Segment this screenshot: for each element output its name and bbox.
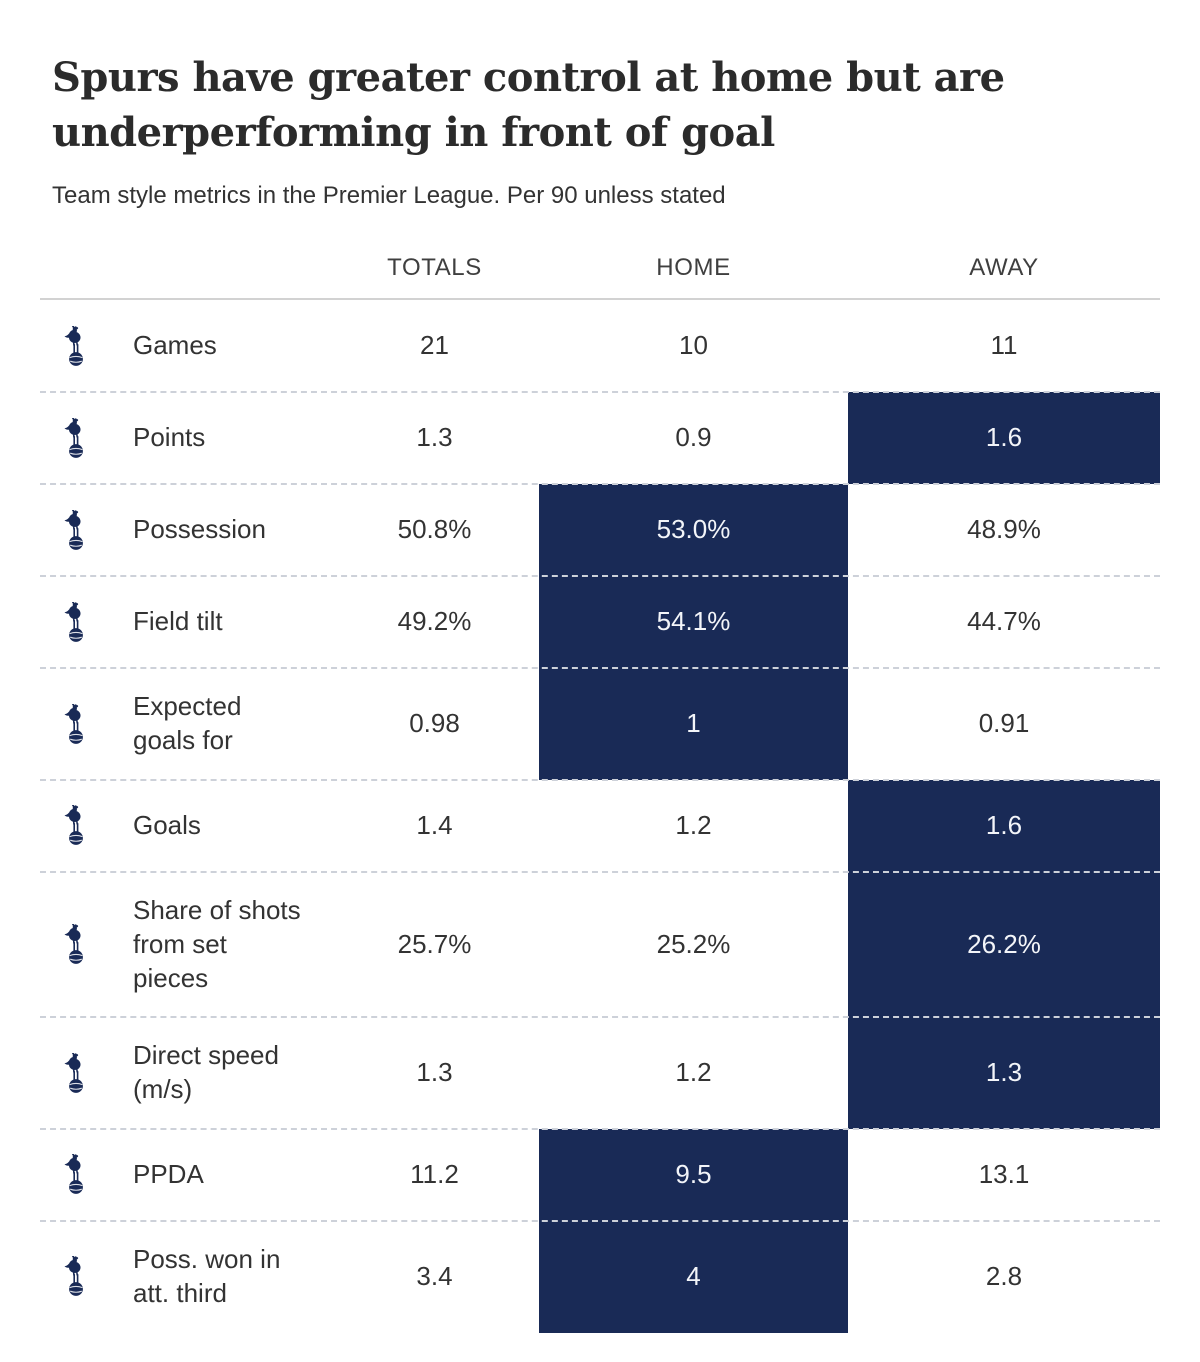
spurs-crest-icon [40,1017,112,1129]
spurs-crest-icon [40,484,112,576]
row-label: Goals [133,810,201,841]
column-header-away: AWAY [969,254,1039,282]
page-subtitle: Team style metrics in the Premier League… [52,182,726,210]
table-row: Poss. won in att. third 3.4 4 2.8 [40,1219,1160,1333]
table-row: Field tilt 49.2% 54.1% 44.7% [40,575,1160,669]
cell-home: 1 [539,668,848,780]
column-header-totals: TOTALS [387,254,482,282]
row-label: Field tilt [133,606,223,637]
header-spacer-label-col [112,254,330,282]
cell-away: 2.8 [985,1260,1023,1291]
cell-totals: 1.3 [416,422,453,453]
row-label: Expected goals for [133,691,242,756]
table-row: Direct speed (m/s) 1.3 1.2 1.3 [40,1016,1160,1129]
cell-totals: 1.3 [416,1057,453,1088]
spurs-crest-icon [40,872,112,1017]
table-header-row: TOTALS HOME AWAY [40,234,1160,301]
cell-home: 9.5 [539,1128,848,1221]
row-label: PPDA [133,1159,204,1190]
cell-totals: 3.4 [416,1260,453,1291]
cell-away: 1.6 [848,779,1160,872]
cell-away: 44.7% [967,606,1041,637]
cell-home: 54.1% [539,576,848,669]
cell-home: 4 [539,1220,848,1333]
cell-away: 1.6 [848,392,1160,485]
row-label: Possession [133,514,266,545]
table-row: Points 1.3 0.9 1.6 [40,391,1160,485]
cell-away: 0.91 [978,708,1030,739]
spurs-crest-icon [40,392,112,484]
table-row: Expected goals for 0.98 1 0.91 [40,667,1160,780]
cell-home: 25.2% [656,928,731,959]
row-label: Poss. won in att. third [133,1243,281,1308]
row-label: Points [133,422,206,453]
spurs-crest-icon [40,1129,112,1221]
table-row: PPDA 11.2 9.5 13.1 [40,1127,1160,1221]
spurs-crest-icon [40,300,112,392]
page-title: Spurs have greater control at home but a… [52,54,1005,157]
spurs-crest-icon [40,668,112,780]
table-row: Share of shots from set pieces 25.7% 25.… [40,870,1160,1018]
cell-totals: 0.98 [409,708,460,739]
cell-home: 0.9 [675,422,712,453]
cell-totals: 49.2% [397,606,472,637]
cell-away: 26.2% [848,871,1160,1018]
table-row: Games 21 10 11 [40,300,1160,392]
cell-totals: 50.8% [397,514,472,545]
cell-totals: 11.2 [410,1159,459,1190]
cell-home: 1.2 [675,1057,712,1088]
row-label: Share of shots from set pieces [133,894,301,993]
cell-totals: 25.7% [397,928,472,959]
spurs-crest-icon [40,576,112,668]
cell-home: 1.2 [675,810,712,841]
spurs-crest-icon [40,780,112,872]
header-spacer-icon-col [40,254,112,282]
table-row: Possession 50.8% 53.0% 48.9% [40,483,1160,577]
row-label: Games [133,330,217,361]
cell-away: 11 [990,330,1018,361]
cell-away: 48.9% [967,514,1041,545]
cell-totals: 1.4 [416,810,453,841]
metrics-table: TOTALS HOME AWAY Games 21 10 11 [40,234,1160,1333]
cell-totals: 21 [420,330,449,361]
cell-away: 13.1 [978,1159,1030,1190]
row-label: Direct speed (m/s) [133,1040,279,1105]
cell-home: 10 [679,330,708,361]
column-header-home: HOME [656,254,731,282]
cell-home: 53.0% [539,484,848,577]
cell-away: 1.3 [848,1017,1160,1129]
table-row: Goals 1.4 1.2 1.6 [40,778,1160,872]
table-body: Games 21 10 11 Points 1.3 0.9 1.6 [40,300,1160,1333]
spurs-crest-icon [40,1221,112,1333]
